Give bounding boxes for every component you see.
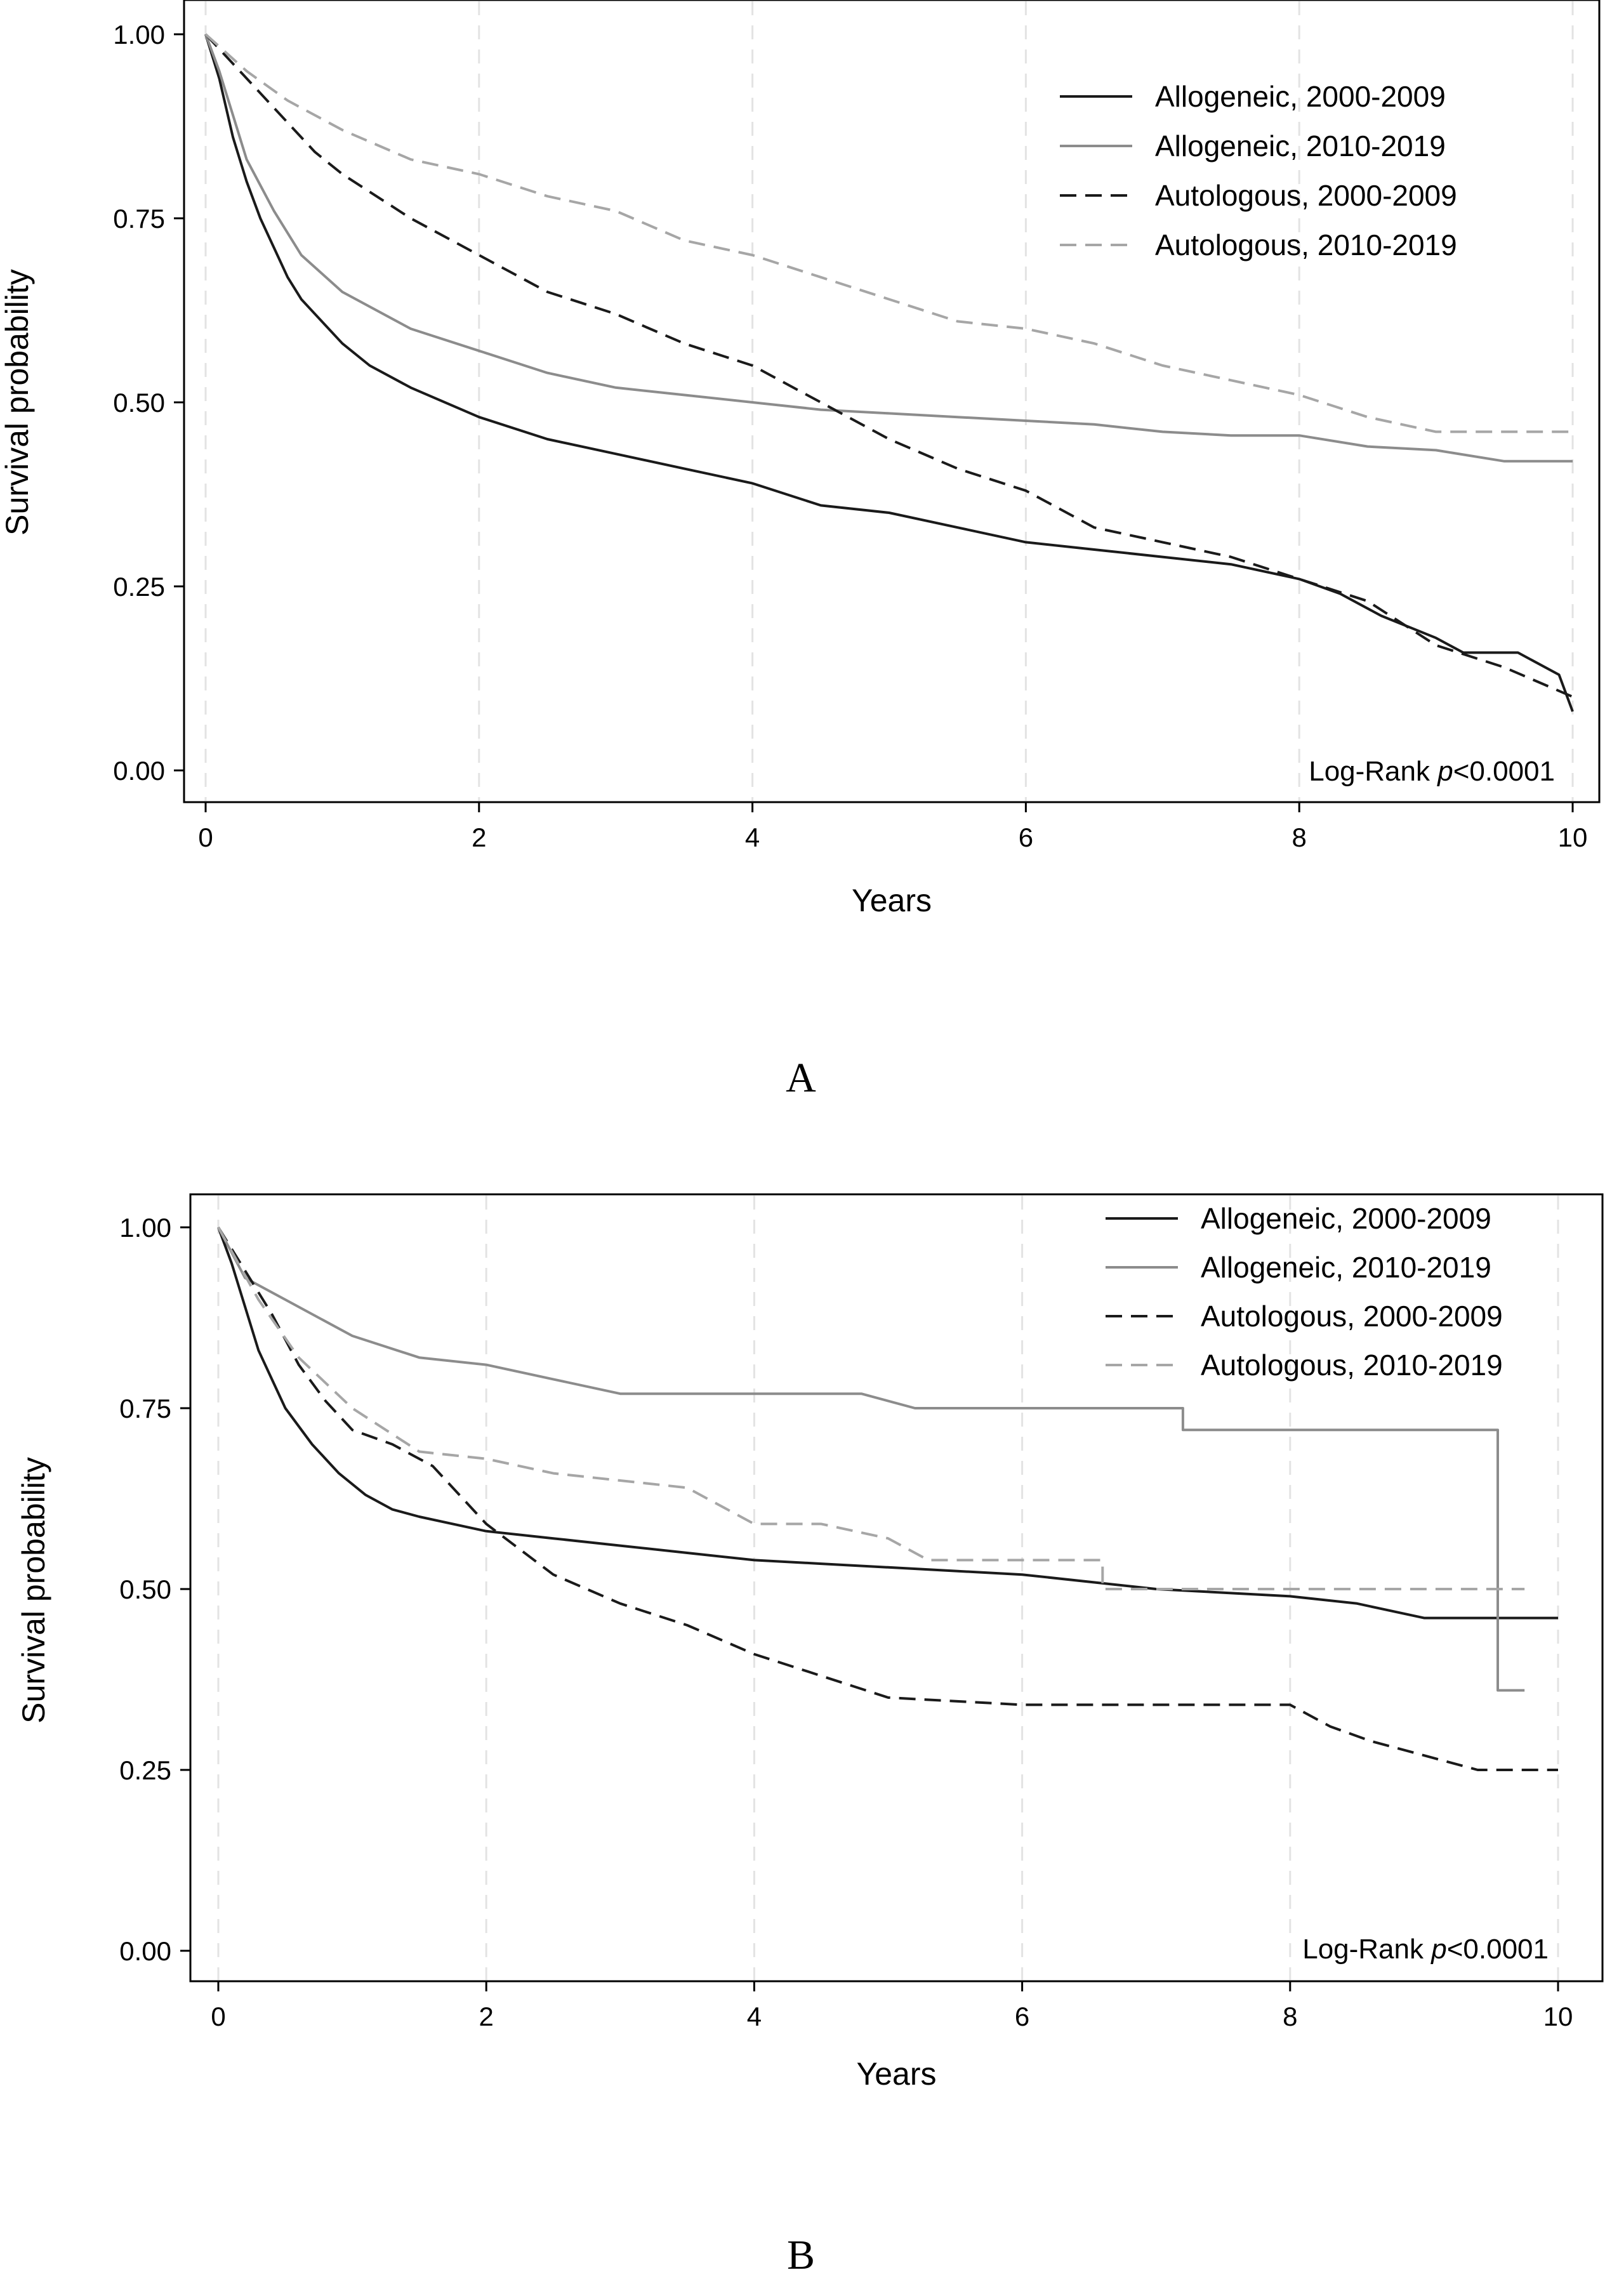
series-line-1 bbox=[204, 34, 1574, 712]
y-tick-label: 0.25 bbox=[119, 1755, 171, 1785]
x-tick-label: 10 bbox=[1558, 822, 1588, 852]
x-tick-label: 8 bbox=[1292, 822, 1307, 852]
x-tick-label: 0 bbox=[211, 2002, 225, 2031]
series-line-3 bbox=[204, 33, 1573, 698]
series-line-3 bbox=[217, 1226, 1558, 1771]
legend-label-3: Autologous, 2000-2009 bbox=[1155, 179, 1457, 212]
panel-a: 0 2 4 6 8 10 0.00 0.25 0.50 0.75 1.00 Survival prob… bbox=[0, 0, 1601, 1101]
x-tick-label: 10 bbox=[1543, 2002, 1573, 2031]
series-line-4 bbox=[217, 1227, 1525, 1590]
series-line-2 bbox=[204, 34, 1573, 463]
legend-label-2: Allogeneic, 2010-2019 bbox=[1201, 1251, 1491, 1284]
x-tick-label: 2 bbox=[479, 2002, 494, 2031]
y-tick-label: 0.00 bbox=[113, 756, 165, 786]
panel-letter: A bbox=[786, 1055, 816, 1101]
y-axis-title: Survival probability bbox=[0, 269, 35, 536]
y-tick-label: 0.75 bbox=[113, 204, 165, 234]
y-tick-label: 0.00 bbox=[119, 1936, 171, 1966]
panel-letter: B bbox=[787, 2232, 815, 2278]
legend-label-4: Autologous, 2010-2019 bbox=[1155, 228, 1457, 261]
legend-label-1: Allogeneic, 2000-2009 bbox=[1155, 80, 1446, 113]
series-line-4 bbox=[204, 33, 1573, 433]
y-tick-label: 0.75 bbox=[119, 1394, 171, 1423]
y-tick-label: 0.25 bbox=[113, 572, 165, 602]
legend-label-1: Allogeneic, 2000-2009 bbox=[1201, 1202, 1491, 1235]
y-tick-label: 1.00 bbox=[113, 20, 165, 49]
x-tick-label: 4 bbox=[745, 822, 760, 852]
x-tick-label: 6 bbox=[1015, 2002, 1029, 2031]
x-axis-title: Years bbox=[852, 883, 932, 918]
x-axis-title: Years bbox=[856, 2056, 936, 2092]
x-tick-label: 4 bbox=[747, 2002, 762, 2031]
x-tick-label: 2 bbox=[472, 822, 486, 852]
y-tick-label: 0.50 bbox=[113, 388, 165, 418]
y-tick-label: 1.00 bbox=[119, 1213, 171, 1243]
series-line-2 bbox=[217, 1227, 1525, 1692]
x-tick-label: 8 bbox=[1283, 2002, 1297, 2031]
series-line-1 bbox=[217, 1227, 1558, 1620]
plot-frame bbox=[189, 1193, 1604, 1983]
legend-label-4: Autologous, 2010-2019 bbox=[1201, 1349, 1503, 1382]
x-tick-label: 0 bbox=[198, 822, 213, 852]
x-tick-label: 6 bbox=[1019, 822, 1033, 852]
log-rank-annotation: Log-Rank p<0.0001 bbox=[1309, 756, 1555, 787]
legend-label-2: Allogeneic, 2010-2019 bbox=[1155, 129, 1446, 162]
y-axis-title: Survival probability bbox=[16, 1457, 51, 1724]
panel-b: 0 2 4 6 8 10 0.00 0.25 0.50 0.75 1.00 Survival prob… bbox=[16, 1193, 1604, 2278]
log-rank-annotation: Log-Rank p<0.0001 bbox=[1302, 1934, 1549, 1965]
plot-frame bbox=[183, 0, 1601, 803]
y-tick-label: 0.50 bbox=[119, 1574, 171, 1604]
legend-label-3: Autologous, 2000-2009 bbox=[1201, 1300, 1503, 1333]
